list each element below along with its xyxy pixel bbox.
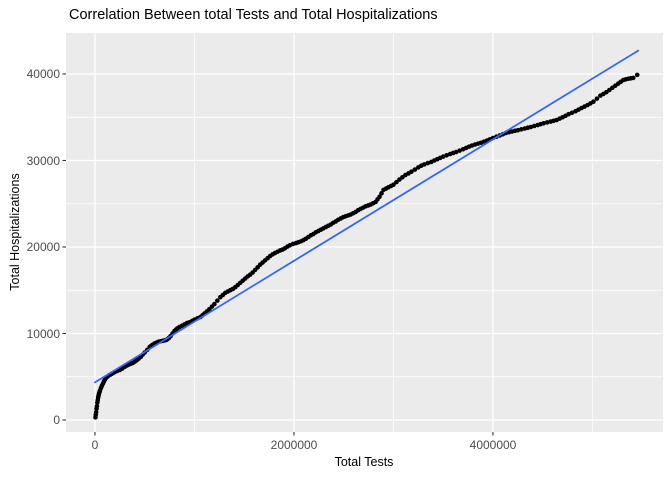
data-point (591, 99, 596, 104)
data-point (566, 111, 571, 117)
data-point (409, 169, 414, 175)
trend-line (94, 49, 640, 384)
y-tick-label-40000: 40000 (26, 67, 60, 81)
plot-title: Correlation Between total Tests and Tota… (69, 7, 438, 23)
data-point (569, 110, 575, 116)
data-point (634, 72, 640, 78)
data-point (440, 154, 446, 159)
data-point (594, 96, 600, 101)
data-point (212, 301, 217, 307)
data-point (444, 153, 449, 158)
data-point (93, 409, 99, 415)
x-tick-label-0: 0 (91, 438, 99, 452)
data-point (379, 191, 384, 196)
y-tick-label-10000: 10000 (26, 326, 60, 341)
data-point (421, 162, 427, 167)
data-point (528, 124, 534, 130)
data-point (544, 120, 550, 125)
data-point (519, 127, 524, 132)
data-point (531, 123, 537, 129)
data-point (215, 298, 220, 303)
x-axis-title: Total Tests (334, 455, 394, 469)
data-point (515, 127, 521, 133)
data-point (457, 148, 462, 153)
data-point (94, 403, 100, 409)
y-tick-label-30000: 30000 (26, 153, 60, 168)
x-tick-label-4000000: 4000000 (469, 438, 517, 452)
y-tick-label-20000: 20000 (26, 240, 60, 254)
data-point (391, 182, 396, 188)
data-point (377, 194, 382, 200)
data-point (412, 167, 418, 172)
x-tick-label-2000000: 2000000 (270, 438, 318, 452)
data-point (453, 149, 459, 155)
panel-background (66, 33, 663, 432)
y-axis-title: Total Hospitalizations (8, 173, 22, 291)
data-point (541, 121, 546, 126)
data-point (394, 179, 399, 185)
data-point (630, 75, 636, 81)
data-point (425, 160, 431, 166)
y-tick-label-0: 0 (53, 413, 60, 427)
